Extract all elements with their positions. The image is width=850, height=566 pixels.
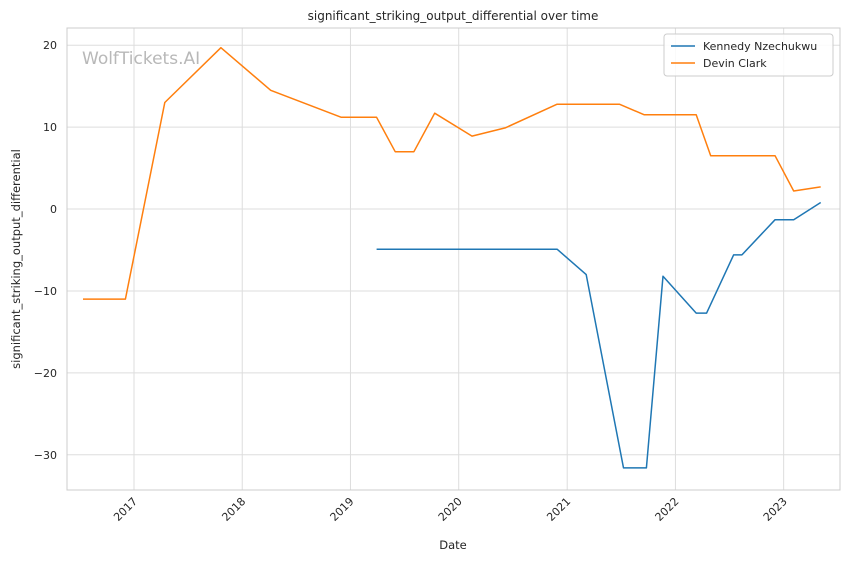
y-tick-label: 0 [50, 203, 57, 216]
series-line-kennedy-nzechukwu [376, 201, 822, 469]
legend-box [663, 33, 834, 77]
y-tick-label: 20 [43, 39, 57, 52]
chart-title: significant_striking_output_differential… [308, 9, 599, 23]
series-line-devin-clark [83, 46, 821, 300]
y-tick-label: −10 [34, 285, 57, 298]
legend-entry-label: Kennedy Nzechukwu [703, 40, 817, 53]
series-lines [83, 46, 822, 469]
y-tick-label: −30 [34, 449, 57, 462]
y-tick-label: −20 [34, 367, 57, 380]
legend: Kennedy Nzechukwu Devin Clark [663, 33, 834, 77]
y-axis-label: significant_striking_output_differential [9, 149, 23, 369]
plot-area-frame [66, 27, 841, 491]
x-axis-label: Date [439, 538, 467, 552]
watermark-text: WolfTickets.AI [82, 49, 200, 69]
legend-entry-label: Devin Clark [703, 57, 767, 70]
y-tick-label: 10 [43, 121, 57, 134]
